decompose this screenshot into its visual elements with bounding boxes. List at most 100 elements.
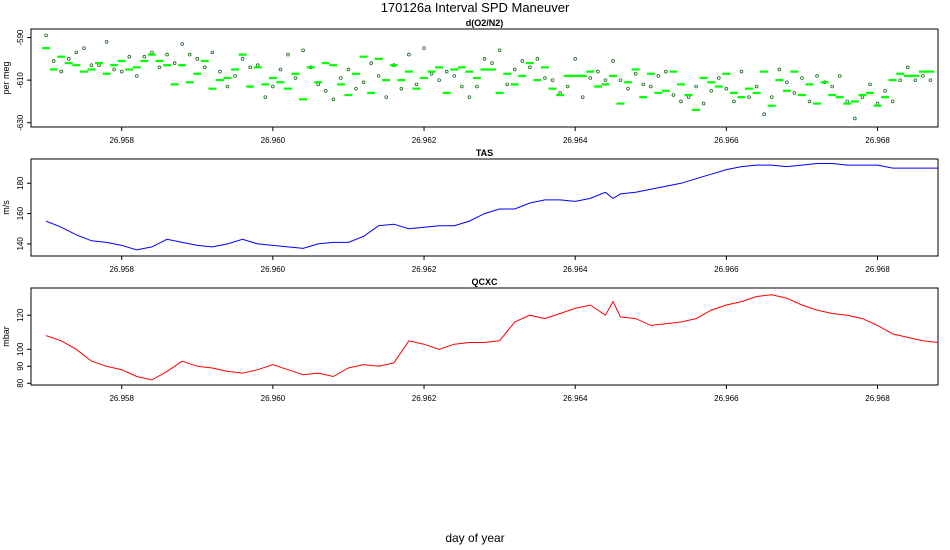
data-point [407, 52, 411, 57]
y-tick-label: 140 [16, 237, 25, 251]
data-point [596, 69, 600, 74]
data-point [59, 69, 64, 74]
x-tick-label: 26.962 [412, 136, 437, 145]
x-tick-label: 26.962 [412, 394, 437, 403]
data-point [883, 88, 887, 93]
data-point [74, 50, 79, 55]
data-point [648, 84, 653, 89]
panel-title: d(O2/N2) [466, 18, 504, 28]
data-point [225, 84, 230, 89]
data-point [611, 59, 615, 63]
data-point [233, 74, 237, 78]
data-point [754, 84, 759, 89]
data-point [187, 52, 192, 57]
data-point [679, 99, 683, 104]
data-point [921, 74, 925, 78]
x-tick-label: 26.962 [412, 265, 437, 274]
series-group [42, 47, 935, 112]
data-point [172, 61, 177, 65]
data-point [565, 84, 570, 89]
data-point [218, 69, 222, 74]
data-point [157, 65, 162, 70]
data-point [475, 84, 479, 89]
data-point [664, 69, 668, 74]
y-tick-label: 120 [16, 308, 25, 322]
series-group [45, 163, 938, 251]
x-tick-label: 26.960 [261, 136, 286, 145]
data-point [694, 84, 698, 89]
data-point [890, 99, 895, 104]
data-point [399, 86, 404, 91]
data-point [853, 116, 857, 121]
data-point [830, 84, 834, 89]
data-point [905, 65, 910, 70]
data-point [369, 61, 373, 65]
data-point [414, 82, 419, 87]
data-point [732, 99, 736, 104]
data-point [641, 82, 646, 87]
x-tick-label: 26.968 [865, 265, 890, 274]
x-tick-label: 26.966 [714, 136, 739, 145]
x-tick-label: 26.960 [261, 265, 286, 274]
data-point [626, 86, 630, 91]
data-point [248, 65, 252, 70]
data-point [422, 46, 426, 50]
data-point [346, 67, 351, 72]
data-point [543, 76, 547, 80]
data-point [618, 78, 623, 82]
data-point [286, 52, 290, 57]
data-point [490, 61, 494, 65]
y-tick-label: 100 [16, 342, 25, 356]
data-point [203, 65, 207, 70]
data-point [452, 74, 457, 78]
data-point [354, 86, 358, 91]
data-point [717, 76, 721, 80]
x-tick-label: 26.964 [563, 394, 588, 403]
y-axis-label: m/s [1, 200, 11, 215]
data-point [460, 84, 464, 89]
data-point [82, 46, 86, 50]
data-point [482, 57, 487, 61]
panel-tas: TAS m/s 140 160 180 26.958 26.960 26.962 26.964 2… [1, 148, 939, 274]
data-point [301, 48, 305, 53]
y-tick-label: -610 [16, 72, 25, 89]
data-point [837, 74, 842, 78]
data-point [573, 57, 577, 61]
panel-title: QCXC [471, 277, 498, 287]
data-point [785, 80, 789, 85]
data-point [520, 59, 525, 63]
data-point [868, 82, 872, 87]
data-point [505, 82, 509, 87]
data-point [361, 80, 366, 85]
series-line [45, 163, 938, 251]
data-point [44, 33, 48, 38]
x-tick-label: 26.968 [865, 136, 890, 145]
data-point [512, 67, 517, 72]
data-point [800, 76, 804, 80]
data-point [528, 65, 532, 70]
data-point [535, 57, 540, 61]
data-point [165, 52, 169, 57]
data-point [807, 99, 812, 104]
x-tick-label: 26.964 [563, 136, 588, 145]
y-tick-label: 160 [16, 206, 25, 220]
data-point [792, 91, 797, 95]
figure-title: 170126a Interval SPD Maneuver [381, 0, 570, 15]
y-axis-label: mbar [1, 326, 11, 347]
panel-o2n2: d(O2/N2) per meg -590 -610 -630 26.958 26.960 2… [1, 18, 939, 145]
x-tick-label: 26.958 [109, 394, 134, 403]
data-point [323, 88, 328, 93]
data-point [580, 95, 585, 99]
data-point [603, 78, 608, 82]
data-point [384, 95, 389, 99]
data-point [51, 59, 56, 63]
data-point [119, 69, 124, 74]
data-point [913, 78, 918, 82]
panel-qcxc: QCXC mbar 80 90 100 120 26.958 26.960 26.962 26.9… [1, 277, 939, 403]
plot-frame [30, 28, 939, 128]
x-tick-label: 26.958 [109, 265, 134, 274]
data-point [467, 95, 472, 99]
data-point [762, 112, 766, 117]
data-point [444, 69, 449, 74]
